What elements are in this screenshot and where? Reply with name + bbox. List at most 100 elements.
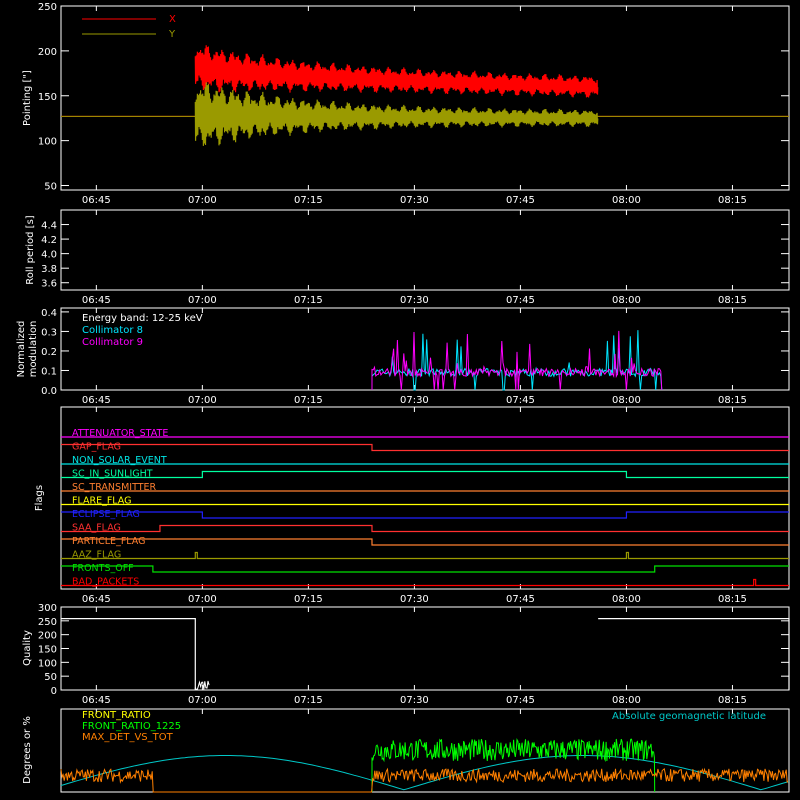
x-tick-label: 07:45 — [506, 395, 535, 406]
x-tick-label: 06:45 — [82, 594, 111, 605]
modulation-panel: Normalized modulation 0.0 0.1 0.2 0.3 0.4 06… — [16, 307, 790, 406]
flag-label: GAP_FLAG — [72, 442, 121, 453]
x-tick-label: 07:00 — [188, 594, 217, 605]
roll-frame — [60, 209, 790, 291]
flag-label: ECLIPSE_FLAG — [72, 509, 140, 520]
roll-panel: Roll period [s] 3.6 3.8 4.0 4.2 4.4 06:45 07:… — [25, 209, 790, 306]
flag-label: AAZ_FLAG — [72, 550, 121, 561]
quality-series — [61, 618, 790, 691]
roll-ylabel: Roll period [s] — [25, 215, 36, 284]
legend-collimator-8: Collimator 8 — [82, 325, 143, 336]
flag-line — [61, 470, 789, 479]
flags-ylabel: Flags — [34, 485, 45, 511]
flag-label: ATTENUATOR_STATE — [72, 428, 168, 439]
x-tick-label: 07:45 — [506, 594, 535, 605]
x-tick-label: 08:00 — [612, 594, 641, 605]
pointing-yticks: 50 100 150 200 250 — [38, 2, 789, 193]
legend-label-y: Y — [168, 29, 176, 40]
x-tick-label: 07:30 — [400, 594, 429, 605]
pointing-series — [61, 45, 789, 146]
x-tick-label: 07:00 — [188, 695, 217, 706]
flag-line — [61, 551, 789, 560]
x-tick-label: 08:00 — [612, 395, 641, 406]
x-tick-label: 06:45 — [82, 695, 111, 706]
pointing-line-x — [194, 45, 599, 98]
x-tick-label: 07:45 — [506, 295, 535, 306]
flag-line — [61, 578, 789, 587]
energy-band-annotation: Energy band: 12-25 keV — [82, 313, 203, 324]
modulation-ylabel-2: modulation — [28, 321, 39, 378]
x-tick-label: 08:15 — [718, 395, 747, 406]
flag-label: PARTICLE_FLAG — [72, 536, 145, 547]
y-tick-label: 250 — [38, 2, 57, 13]
x-tick-label: 08:15 — [718, 295, 747, 306]
x-tick-label: 06:45 — [82, 295, 111, 306]
flag-line — [61, 538, 789, 546]
flag-label: SAA_FLAG — [72, 523, 121, 534]
x-tick-label: 07:00 — [188, 195, 217, 206]
flag-line — [61, 443, 789, 452]
flags-xticks: 06:45 07:00 07:15 07:30 07:45 08:00 08:15 — [82, 407, 747, 605]
y-tick-label: 150 — [38, 645, 57, 656]
pointing-frame — [60, 5, 790, 191]
modulation-yticks: 0.0 0.1 0.2 0.3 0.4 — [41, 308, 789, 397]
y-tick-label: 4.4 — [41, 221, 57, 232]
x-tick-label: 06:45 — [82, 195, 111, 206]
front-ratio-1225-line — [371, 738, 656, 793]
y-tick-label: 0.3 — [41, 327, 57, 338]
quality-line — [598, 618, 790, 690]
x-tick-label: 07:30 — [400, 295, 429, 306]
pointing-panel: Pointing ["] 50 100 150 200 250 06:45 07:00 07… — [22, 2, 790, 206]
x-tick-label: 07:15 — [294, 295, 323, 306]
flag-label: NON_SOLAR_EVENT — [72, 455, 167, 466]
roll-yticks: 3.6 3.8 4.0 4.2 4.4 — [41, 221, 789, 290]
flag-label: FLARE_FLAG — [72, 496, 132, 507]
x-tick-label: 07:15 — [294, 695, 323, 706]
flag-line — [61, 524, 789, 533]
modulation-frame — [60, 307, 790, 391]
flags-frame — [60, 406, 790, 590]
x-tick-label: 07:30 — [400, 195, 429, 206]
x-tick-label: 08:00 — [612, 295, 641, 306]
legend-max-det: MAX_DET_VS_TOT — [82, 732, 174, 743]
x-tick-label: 07:00 — [188, 395, 217, 406]
legend-front-ratio: FRONT_RATIO — [82, 710, 151, 721]
ratios-frame — [60, 708, 790, 793]
flag-label: FRONTS_OFF — [72, 563, 134, 574]
legend-label-x: X — [169, 14, 176, 25]
x-tick-label: 08:15 — [718, 594, 747, 605]
geomag-latitude-line — [60, 755, 790, 791]
x-tick-label: 08:15 — [718, 195, 747, 206]
quality-xticks: 06:45 07:00 07:15 07:30 07:45 08:00 08:15 — [82, 607, 747, 706]
y-tick-label: 3.6 — [41, 279, 57, 290]
quality-line — [61, 618, 196, 690]
quality-frame — [60, 606, 790, 691]
y-tick-label: 100 — [38, 137, 57, 148]
x-tick-label: 06:45 — [82, 395, 111, 406]
geomagnetic-latitude-annotation: Absolute geomagnetic latitude — [612, 711, 766, 722]
flag-line — [61, 511, 789, 519]
y-tick-label: 250 — [38, 617, 57, 628]
pointing-xticks: 06:45 07:00 07:15 07:30 07:45 08:00 08:15 — [82, 6, 747, 206]
y-tick-label: 150 — [38, 92, 57, 103]
flags-panel: Flags 06:45 07:00 07:15 07:30 07:45 08:00 08:1… — [34, 406, 790, 605]
flag-label: SC_TRANSMITTER — [72, 482, 157, 493]
ratios-panel: Degrees or % FRONT_RATIO FRONT_RATIO_122… — [22, 708, 790, 793]
flags-series: ATTENUATOR_STATE GAP_FLAG NON_SOLAR_EVENT S… — [61, 428, 789, 588]
flag-label: SC_IN_SUNLIGHT — [72, 469, 153, 480]
pointing-line-y — [194, 82, 599, 146]
pointing-ylabel: Pointing ["] — [22, 70, 33, 126]
x-tick-label: 07:45 — [506, 695, 535, 706]
y-tick-label: 0.4 — [41, 308, 57, 319]
quality-panel: Quality 0 50 100 150 200 250 300 06:45 07:00 07:… — [22, 603, 790, 706]
modulation-series — [371, 330, 663, 391]
y-tick-label: 300 — [38, 603, 57, 614]
x-tick-label: 08:15 — [718, 695, 747, 706]
x-tick-label: 07:15 — [294, 395, 323, 406]
x-tick-label: 07:45 — [506, 195, 535, 206]
modulation-ylabel-1: Normalized — [16, 321, 27, 378]
y-tick-label: 0 — [51, 686, 57, 697]
x-tick-label: 07:15 — [294, 594, 323, 605]
modulation-xticks: 06:45 07:00 07:15 07:30 07:45 08:00 08:15 — [82, 308, 747, 406]
